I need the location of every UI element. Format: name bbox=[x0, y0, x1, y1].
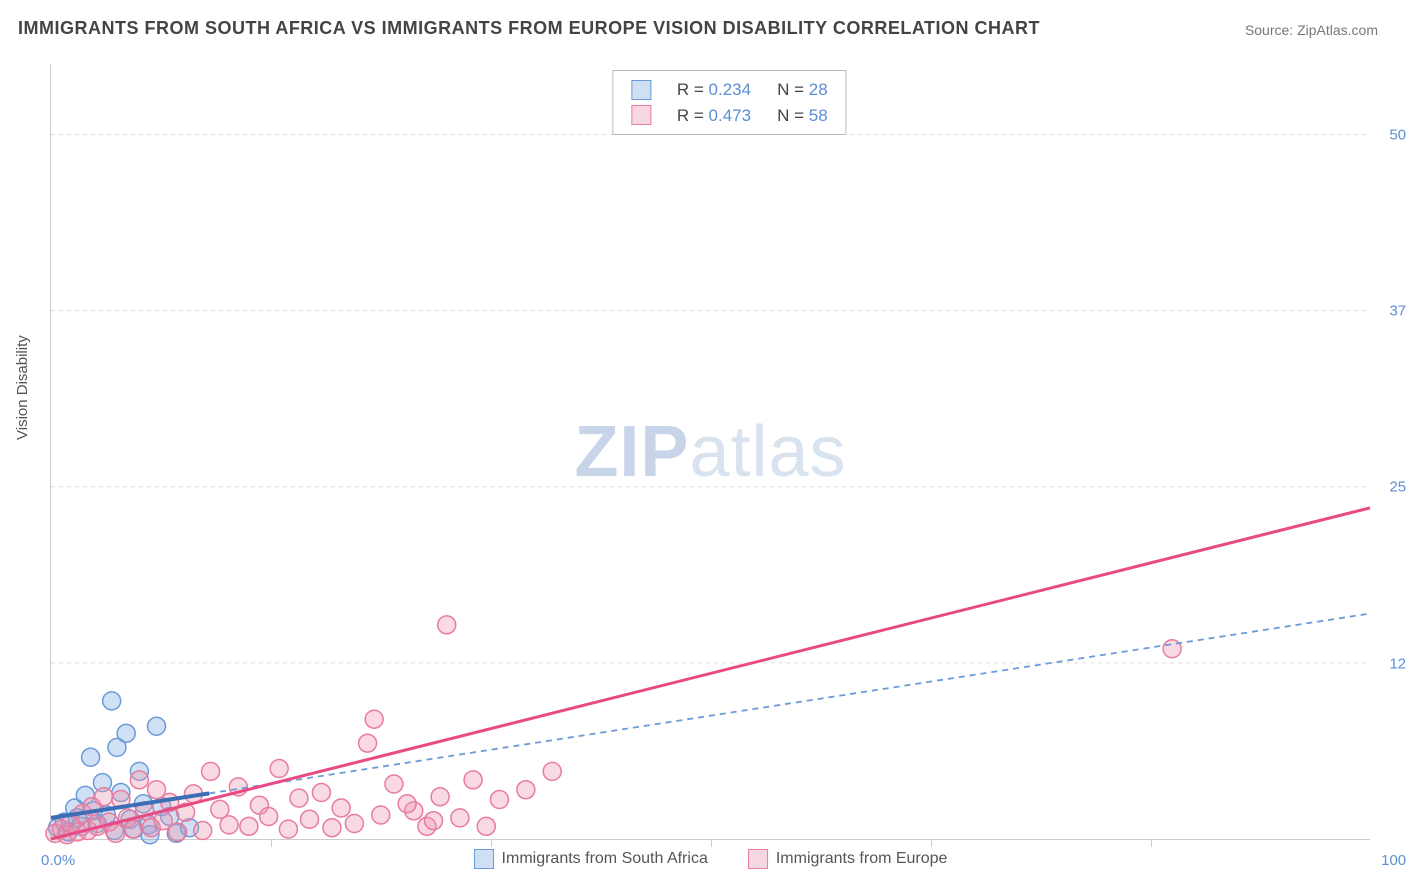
legend-item-series2: Immigrants from Europe bbox=[748, 849, 948, 869]
legend-item-series1: Immigrants from South Africa bbox=[474, 849, 708, 869]
n-value-1: 28 bbox=[809, 80, 828, 99]
y-tick-label: 50.0% bbox=[1389, 126, 1406, 143]
x-tick bbox=[711, 839, 712, 847]
legend: Immigrants from South Africa Immigrants … bbox=[474, 849, 948, 869]
x-tick bbox=[1151, 839, 1152, 847]
legend-swatch-series2 bbox=[748, 849, 768, 869]
n-value-2: 58 bbox=[809, 106, 828, 125]
legend-swatch-series1 bbox=[474, 849, 494, 869]
stats-row-series2: R = 0.473 N = 58 bbox=[631, 103, 828, 129]
correlation-stats-box: R = 0.234 N = 28 R = 0.473 N = 58 bbox=[612, 70, 847, 135]
x-tick bbox=[271, 839, 272, 847]
source-attribution: Source: ZipAtlas.com bbox=[1245, 22, 1378, 38]
r-label-1: R = bbox=[677, 80, 704, 99]
y-tick-label: 25.0% bbox=[1389, 479, 1406, 496]
x-axis-max-label: 100.0% bbox=[1381, 852, 1406, 869]
x-axis-min-label: 0.0% bbox=[41, 852, 75, 869]
n-label-1: N = bbox=[777, 80, 804, 99]
r-value-1: 0.234 bbox=[709, 80, 752, 99]
x-tick bbox=[931, 839, 932, 847]
chart-plot-area: ZIPatlas R = 0.234 N = 28 R = 0.473 N = … bbox=[50, 64, 1370, 840]
r-value-2: 0.473 bbox=[709, 106, 752, 125]
y-tick-label: 12.5% bbox=[1389, 655, 1406, 672]
y-axis-label: Vision Disability bbox=[14, 335, 31, 440]
chart-title: IMMIGRANTS FROM SOUTH AFRICA VS IMMIGRAN… bbox=[18, 18, 1040, 39]
y-tick-label: 37.5% bbox=[1389, 302, 1406, 319]
stats-row-series1: R = 0.234 N = 28 bbox=[631, 77, 828, 103]
legend-label-series1: Immigrants from South Africa bbox=[502, 850, 708, 867]
x-tick bbox=[491, 839, 492, 847]
r-label-2: R = bbox=[677, 106, 704, 125]
scatter-plot-svg bbox=[51, 64, 1370, 839]
legend-label-series2: Immigrants from Europe bbox=[776, 850, 948, 867]
n-label-2: N = bbox=[777, 106, 804, 125]
swatch-series1 bbox=[631, 80, 651, 100]
swatch-series2 bbox=[631, 105, 651, 125]
